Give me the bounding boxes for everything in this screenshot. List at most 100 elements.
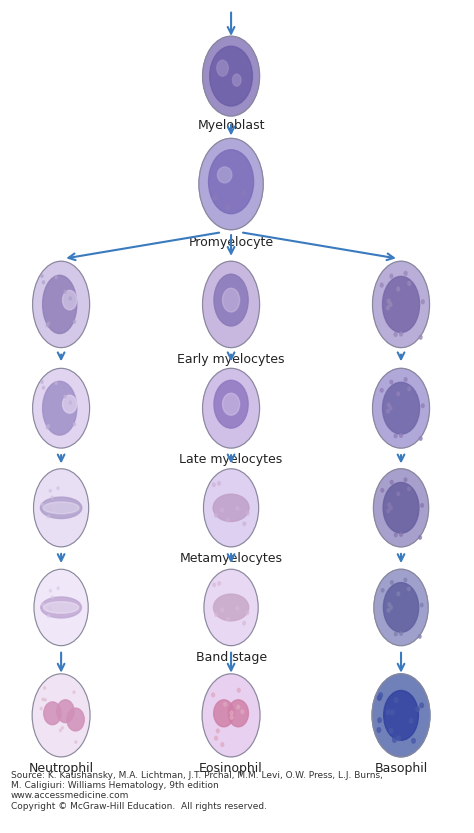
Ellipse shape xyxy=(213,594,249,621)
Ellipse shape xyxy=(386,410,389,413)
Ellipse shape xyxy=(408,587,410,591)
Ellipse shape xyxy=(202,674,260,757)
Ellipse shape xyxy=(236,606,239,610)
Ellipse shape xyxy=(404,578,407,581)
Ellipse shape xyxy=(404,478,407,481)
Ellipse shape xyxy=(408,387,410,391)
Ellipse shape xyxy=(397,592,400,596)
Ellipse shape xyxy=(241,710,244,714)
Ellipse shape xyxy=(416,707,419,711)
Ellipse shape xyxy=(224,702,227,706)
Ellipse shape xyxy=(202,368,260,448)
Ellipse shape xyxy=(63,291,77,310)
Ellipse shape xyxy=(67,708,84,731)
Ellipse shape xyxy=(216,729,219,733)
Ellipse shape xyxy=(204,569,258,646)
Ellipse shape xyxy=(391,711,394,715)
Ellipse shape xyxy=(246,511,249,515)
Ellipse shape xyxy=(34,469,89,546)
Ellipse shape xyxy=(419,635,421,638)
Ellipse shape xyxy=(386,710,390,715)
Ellipse shape xyxy=(243,522,246,526)
Text: Source: K. Kaushansky, M.A. Lichtman, J.T. Prchal, M.M. Levi, O.W. Press, L.J. B: Source: K. Kaushansky, M.A. Lichtman, J.… xyxy=(10,771,383,811)
Ellipse shape xyxy=(387,299,390,303)
Ellipse shape xyxy=(221,608,224,611)
Ellipse shape xyxy=(49,607,51,610)
Ellipse shape xyxy=(73,423,75,426)
Ellipse shape xyxy=(404,272,407,275)
Ellipse shape xyxy=(55,382,57,385)
Ellipse shape xyxy=(400,533,402,536)
Ellipse shape xyxy=(390,506,392,510)
Ellipse shape xyxy=(394,632,397,636)
Ellipse shape xyxy=(400,332,402,336)
Ellipse shape xyxy=(390,606,392,609)
Ellipse shape xyxy=(378,696,382,700)
Ellipse shape xyxy=(236,506,239,511)
Ellipse shape xyxy=(44,699,46,701)
Ellipse shape xyxy=(41,603,44,606)
Ellipse shape xyxy=(218,481,220,485)
Ellipse shape xyxy=(390,274,393,278)
Ellipse shape xyxy=(57,700,74,723)
Text: Late myelocytes: Late myelocytes xyxy=(180,453,283,466)
Ellipse shape xyxy=(218,581,220,585)
Ellipse shape xyxy=(419,336,422,339)
Ellipse shape xyxy=(226,205,230,209)
Ellipse shape xyxy=(202,37,260,116)
Ellipse shape xyxy=(394,332,397,337)
Ellipse shape xyxy=(214,274,248,326)
Ellipse shape xyxy=(44,686,46,689)
Ellipse shape xyxy=(43,275,77,333)
Ellipse shape xyxy=(388,503,391,506)
Ellipse shape xyxy=(212,693,215,696)
Ellipse shape xyxy=(49,590,52,592)
Text: Eosinophil: Eosinophil xyxy=(199,762,263,775)
Ellipse shape xyxy=(215,613,218,616)
Ellipse shape xyxy=(34,569,88,646)
Ellipse shape xyxy=(209,150,254,214)
Ellipse shape xyxy=(390,381,393,384)
Ellipse shape xyxy=(246,611,249,615)
Ellipse shape xyxy=(421,504,423,507)
Text: Myeloblast: Myeloblast xyxy=(197,119,265,132)
Ellipse shape xyxy=(383,582,419,632)
Ellipse shape xyxy=(237,688,240,692)
Ellipse shape xyxy=(404,377,407,382)
Ellipse shape xyxy=(227,518,229,521)
Ellipse shape xyxy=(57,587,59,590)
Ellipse shape xyxy=(383,277,419,332)
Ellipse shape xyxy=(383,482,419,533)
Ellipse shape xyxy=(203,469,259,546)
Ellipse shape xyxy=(33,368,90,448)
Ellipse shape xyxy=(41,503,43,506)
Ellipse shape xyxy=(397,492,400,496)
Ellipse shape xyxy=(419,436,422,441)
Ellipse shape xyxy=(421,404,424,407)
Ellipse shape xyxy=(379,693,383,697)
Ellipse shape xyxy=(40,497,82,519)
Ellipse shape xyxy=(420,603,423,606)
Ellipse shape xyxy=(397,392,400,396)
Ellipse shape xyxy=(212,483,215,486)
Ellipse shape xyxy=(222,393,240,415)
Ellipse shape xyxy=(47,615,50,617)
Ellipse shape xyxy=(40,707,42,710)
Text: Early myelocytes: Early myelocytes xyxy=(177,352,285,366)
Ellipse shape xyxy=(377,696,381,701)
Text: Basophil: Basophil xyxy=(374,762,428,775)
Text: Metamyelocytes: Metamyelocytes xyxy=(180,551,283,565)
Ellipse shape xyxy=(210,46,253,106)
Ellipse shape xyxy=(64,395,66,398)
Ellipse shape xyxy=(51,496,54,499)
Ellipse shape xyxy=(55,276,57,279)
Ellipse shape xyxy=(213,494,249,521)
Ellipse shape xyxy=(47,425,50,427)
Ellipse shape xyxy=(61,726,64,729)
Ellipse shape xyxy=(33,262,90,347)
Ellipse shape xyxy=(391,581,393,584)
Ellipse shape xyxy=(410,719,413,723)
Ellipse shape xyxy=(44,601,79,613)
Ellipse shape xyxy=(408,282,410,286)
Ellipse shape xyxy=(42,281,45,284)
